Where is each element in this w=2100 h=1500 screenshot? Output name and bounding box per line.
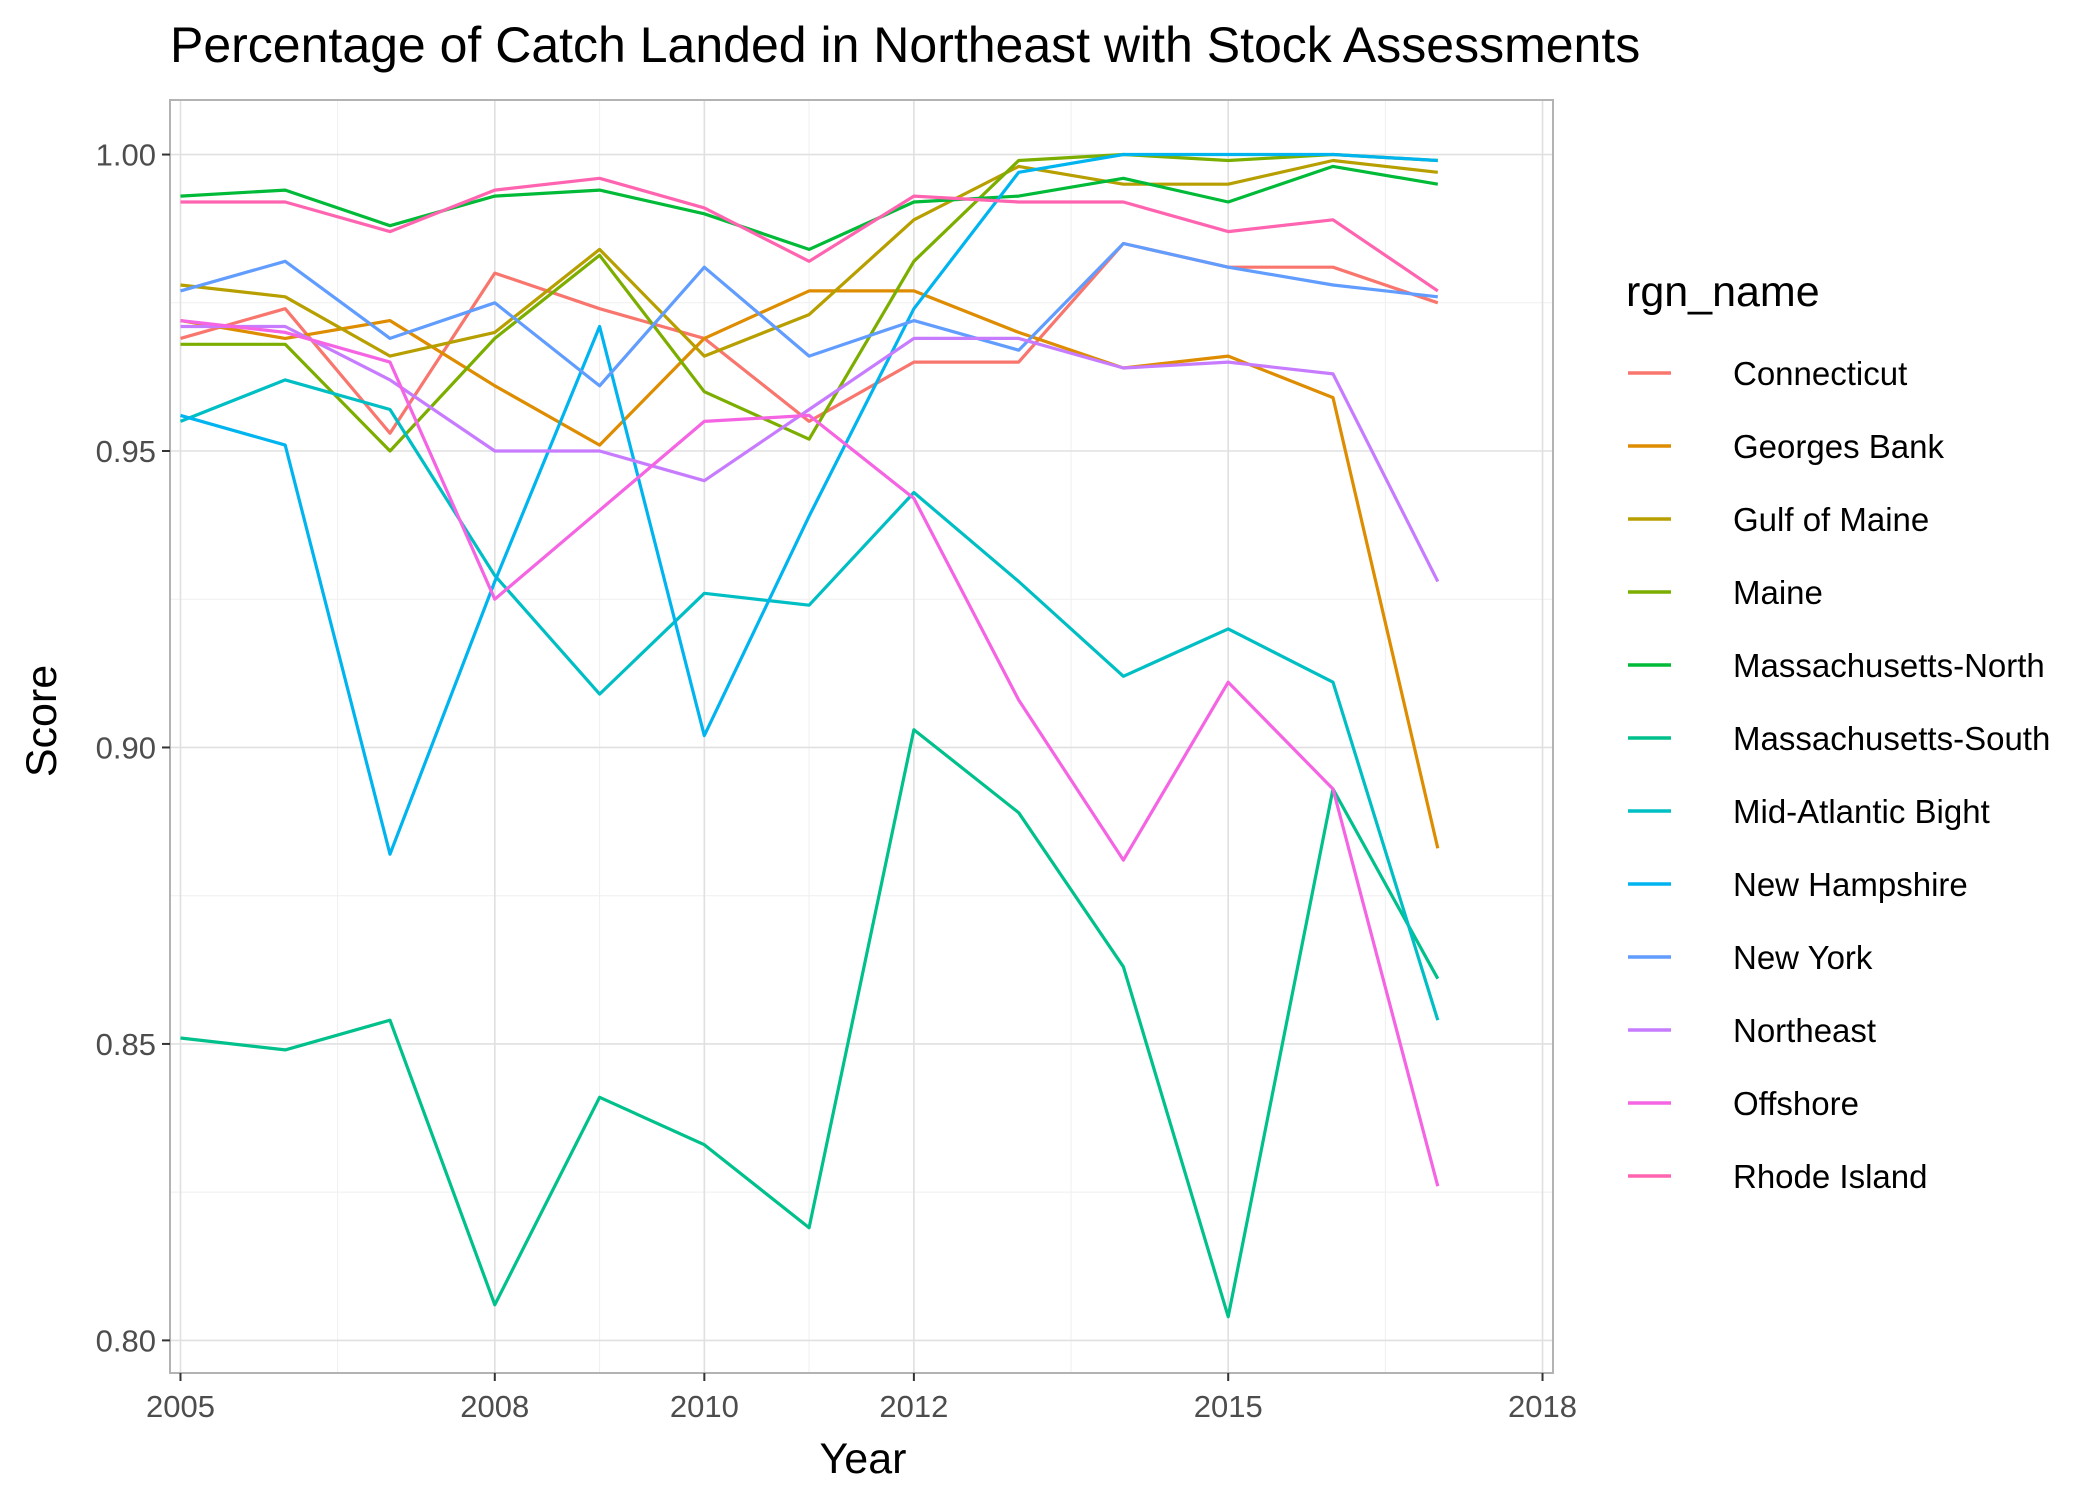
series-line-new-hampshire [180,152,1438,856]
legend-label-massachusetts-south: Massachusetts-South [1733,720,2050,757]
y-tick-label: 0.85 [96,1027,156,1062]
y-tick-label: 1.00 [96,138,156,173]
y-axis-title: Score [18,665,66,777]
legend-label-connecticut: Connecticut [1733,355,1907,392]
x-axis-ticks: 2005 2008 2010 2012 2015 2018 [146,1373,1577,1424]
legend-label-northeast: Northeast [1733,1012,1876,1049]
y-tick-label: 0.90 [96,730,156,765]
legend-label-gulf-of-maine: Gulf of Maine [1733,501,1929,538]
x-tick-label: 2015 [1194,1389,1263,1424]
legend-label-new-york: New York [1733,939,1873,976]
series-line-new-york [180,241,1438,388]
series-line-maine [180,152,1438,453]
series-line-georges-bank [180,289,1440,849]
plot-panel-border [169,99,1554,1374]
x-tick-label: 2012 [879,1389,948,1424]
y-tick-label: 0.95 [96,434,156,469]
legend-label-maine: Maine [1733,574,1823,611]
legend-title: rgn_name [1626,268,1820,316]
series-line-gulf-of-maine [180,158,1438,358]
minor-gridlines [170,100,1553,1373]
x-tick-label: 2018 [1508,1389,1577,1424]
legend-label-rhode-island: Rhode Island [1733,1158,1927,1195]
series-line-mid-atlantic-bight [179,378,1440,1021]
y-axis-ticks: 0.80 0.85 0.90 0.95 1.00 [96,138,170,1358]
x-tick-label: 2010 [670,1389,739,1424]
legend-label-mid-atlantic-bight: Mid-Atlantic Bight [1733,793,1990,830]
y-tick-label: 0.80 [96,1323,156,1358]
chart-title: Percentage of Catch Landed in Northeast … [170,17,1640,73]
legend-items: Connecticut Georges Bank Gulf of Maine Main… [1628,355,2050,1195]
series-line-massachusetts-north [180,164,1439,251]
legend-label-new-hampshire: New Hampshire [1733,866,1968,903]
x-axis-title: Year [820,1435,907,1483]
series-lines [179,152,1440,1319]
legend-label-georges-bank: Georges Bank [1733,428,1944,465]
legend-label-offshore: Offshore [1733,1085,1859,1122]
series-line-rhode-island [180,176,1439,293]
legend-label-massachusetts-north: Massachusetts-North [1733,647,2045,684]
series-line-massachusetts-south [180,728,1440,1319]
x-tick-label: 2005 [146,1389,215,1424]
series-line-northeast [180,324,1440,583]
series-line-offshore [180,319,1440,1187]
x-tick-label: 2008 [460,1389,529,1424]
legend: rgn_name Connecticut Georges Bank Gulf of … [1626,268,2050,1195]
